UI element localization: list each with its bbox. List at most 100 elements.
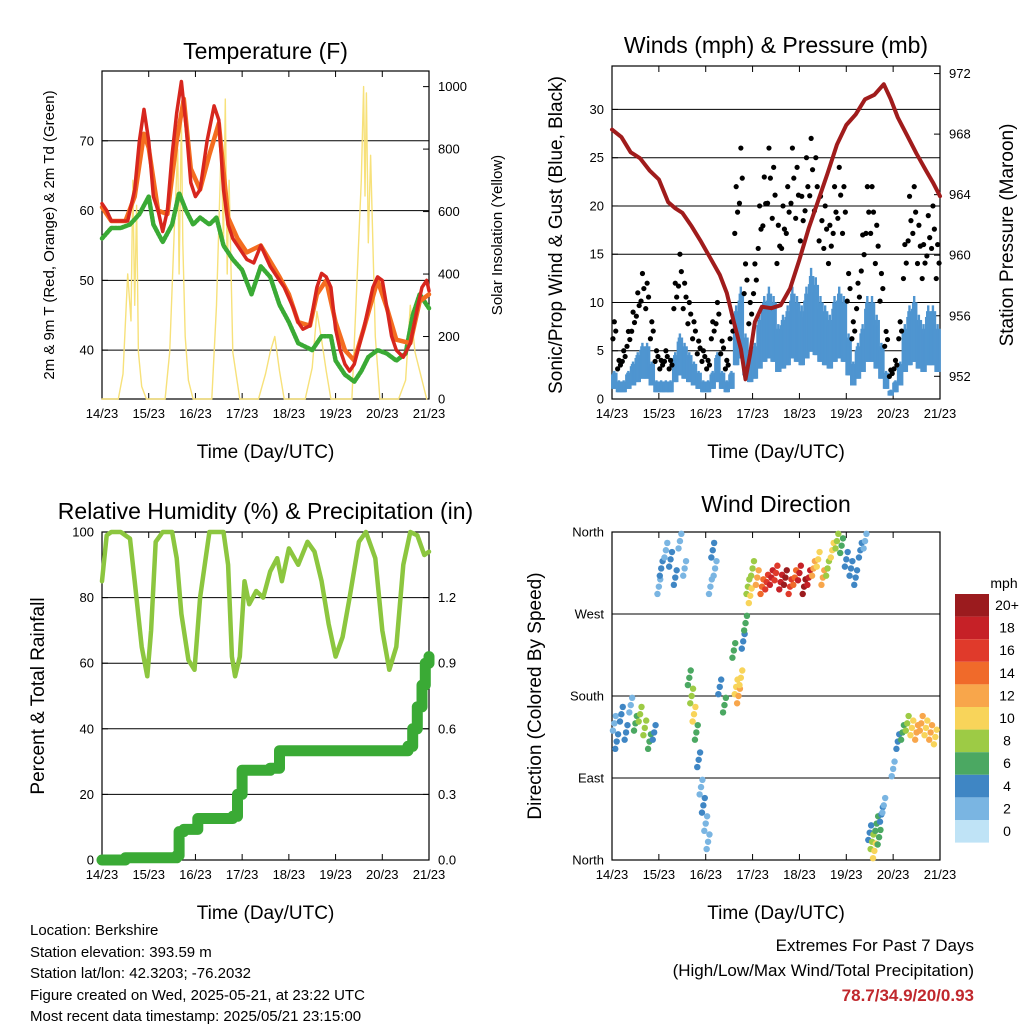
wind-direction-point <box>656 572 663 579</box>
extremes-summary: Extremes For Past 7 Days (High/Low/Max W… <box>673 933 974 1008</box>
x-tick-label: 18/23 <box>273 406 306 421</box>
gust-point <box>856 294 863 300</box>
gust-point <box>657 366 663 372</box>
wind-direction-point <box>699 776 706 784</box>
gust-point <box>653 348 660 354</box>
wind-direction-point <box>918 720 925 727</box>
wind-direction-point <box>879 809 886 816</box>
x-tick-label: 15/23 <box>132 867 165 882</box>
y2-tick-label: 0.3 <box>438 787 456 802</box>
x-tick-label: 17/23 <box>226 867 259 882</box>
wind-direction-point <box>875 834 883 841</box>
wind-direction-point <box>675 545 682 552</box>
gust-point <box>641 285 647 292</box>
y2-tick-label: 952 <box>949 369 971 384</box>
y-tick-label: 15 <box>590 247 604 262</box>
series-temp-9m <box>99 96 432 363</box>
wind-direction-point <box>709 547 716 554</box>
gust-point <box>844 298 850 304</box>
wind-direction-point <box>916 727 924 734</box>
x-tick-label: 17/23 <box>736 406 769 421</box>
gust-point <box>819 218 825 224</box>
gust-point <box>638 298 644 304</box>
gust-point <box>825 260 832 267</box>
station-latlon: Station lat/lon: 42.3203; -76.2032 <box>30 965 252 982</box>
wind-direction-point <box>932 733 939 741</box>
wind-direction-point <box>680 572 687 579</box>
gust-point <box>611 319 617 325</box>
gust-point <box>897 319 903 325</box>
gust-point <box>788 200 794 206</box>
wind-direction-point <box>782 574 789 581</box>
gust-point <box>666 366 672 372</box>
wind-direction-point <box>794 577 802 584</box>
wind-direction-point <box>670 581 678 589</box>
wind-direction-point <box>695 756 702 763</box>
colorbar-label: 16 <box>999 642 1015 658</box>
gust-point <box>831 184 838 190</box>
gust-point <box>705 357 711 363</box>
wind-direction-point <box>658 565 665 572</box>
wind-direction-point <box>841 563 849 570</box>
colorbar-label: 20+ <box>995 597 1019 613</box>
y-tick-label: West <box>575 607 605 622</box>
gust-point <box>727 336 733 342</box>
wind-direction-point <box>687 700 694 707</box>
colorbar-label: 4 <box>1003 778 1011 794</box>
y-tick-label: 30 <box>590 102 604 117</box>
gust-point <box>828 243 834 249</box>
series-relative-humidity <box>99 529 432 679</box>
wind-direction-point <box>612 745 619 753</box>
colorbar-label: 10 <box>999 710 1015 726</box>
wind-direction-point <box>655 583 663 590</box>
wind-direction-point <box>774 562 781 569</box>
recent-data-timestamp: Most recent data timestamp: 2025/05/21 2… <box>30 1008 362 1025</box>
chart-title: Winds (mph) & Pressure (mb) <box>624 32 928 58</box>
wind-direction-point <box>698 809 706 816</box>
wind-direction-point <box>869 854 877 862</box>
gust-point <box>732 230 738 236</box>
wind-direction-point <box>847 565 855 572</box>
colorbar-swatch <box>955 752 989 775</box>
gust-point <box>613 328 619 334</box>
wind-direction-point <box>876 818 884 825</box>
wind-direction-point <box>662 547 670 554</box>
gust-point <box>802 208 808 214</box>
wind-direction-point <box>665 563 673 570</box>
wind-direction-point <box>626 709 633 716</box>
gust-point <box>680 306 686 312</box>
gust-point <box>911 184 917 190</box>
wind-direction-point <box>697 783 705 791</box>
gust-point <box>760 223 766 229</box>
gust-point <box>702 353 708 360</box>
gust-point <box>797 238 803 244</box>
gust-point <box>633 313 639 319</box>
gust-point <box>846 270 852 277</box>
wind-direction-point <box>776 586 783 593</box>
wind-direction-point <box>716 683 723 691</box>
y-axis-label: 2m & 9m T (Red, Orange) & 2m Td (Green) <box>41 90 58 379</box>
gust-point <box>718 351 724 357</box>
wind-direction-point <box>611 720 618 727</box>
gust-point <box>704 366 710 372</box>
wind-direction-point <box>930 741 938 748</box>
gust-point <box>930 203 936 209</box>
gust-point <box>764 200 771 206</box>
wind-direction-point <box>824 565 831 572</box>
wind-direction-point <box>643 717 650 724</box>
wind-direction-point <box>703 845 710 853</box>
wind-direction-point <box>641 724 648 732</box>
wind-direction-point <box>799 590 806 598</box>
x-tick-label: 14/23 <box>596 406 629 421</box>
gust-point <box>808 135 814 141</box>
wind-direction-point <box>684 681 692 689</box>
wind-direction-point <box>678 530 685 538</box>
wind-direction-point <box>790 581 797 589</box>
x-tick-label: 14/23 <box>86 867 119 882</box>
wind-direction-point <box>722 694 730 702</box>
chart-title: Temperature (F) <box>183 38 348 64</box>
gust-point <box>822 203 828 209</box>
x-tick-label: 15/23 <box>132 406 165 421</box>
gust-point <box>655 353 661 360</box>
